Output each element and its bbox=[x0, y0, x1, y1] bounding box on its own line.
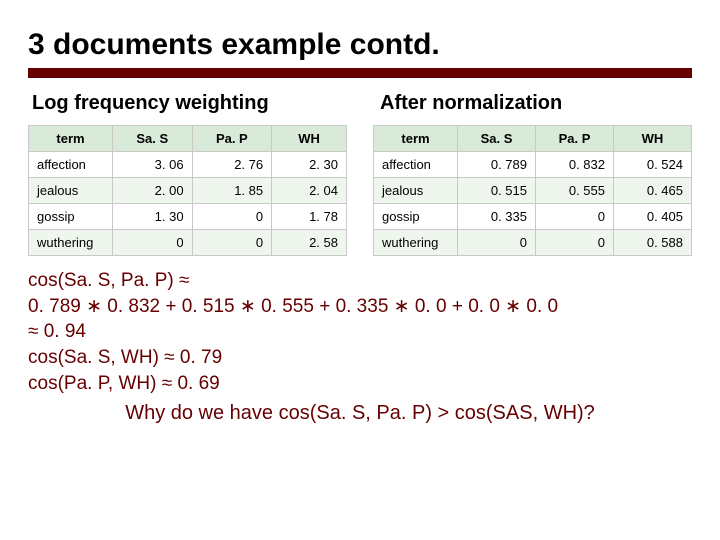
math-line: cos(Pa. P, WH) ≈ 0. 69 bbox=[28, 371, 692, 397]
subtitle-row: Log frequency weighting After normalizat… bbox=[28, 92, 692, 115]
cell-value: 0 bbox=[536, 230, 614, 256]
col-pap: Pa. P bbox=[536, 126, 614, 152]
cell-value: 0 bbox=[113, 230, 193, 256]
cell-value: 0. 515 bbox=[458, 178, 536, 204]
tables-row: term Sa. S Pa. P WH affection 3. 06 2. 7… bbox=[28, 125, 692, 256]
cell-term: jealous bbox=[29, 178, 113, 204]
table-row: gossip 1. 30 0 1. 78 bbox=[29, 204, 347, 230]
cell-term: affection bbox=[374, 152, 458, 178]
cell-value: 0. 832 bbox=[536, 152, 614, 178]
cell-value: 0. 335 bbox=[458, 204, 536, 230]
cell-term: wuthering bbox=[29, 230, 113, 256]
cell-value: 0 bbox=[536, 204, 614, 230]
cell-value: 2. 00 bbox=[113, 178, 193, 204]
cell-value: 0. 789 bbox=[458, 152, 536, 178]
cell-value: 0. 555 bbox=[536, 178, 614, 204]
table-log-freq: term Sa. S Pa. P WH affection 3. 06 2. 7… bbox=[28, 125, 347, 256]
subtitle-left: Log frequency weighting bbox=[28, 92, 350, 115]
cell-value: 2. 04 bbox=[272, 178, 347, 204]
table-row: wuthering 0 0 2. 58 bbox=[29, 230, 347, 256]
col-wh: WH bbox=[272, 126, 347, 152]
cell-term: gossip bbox=[29, 204, 113, 230]
cell-value: 0. 524 bbox=[614, 152, 692, 178]
cell-term: affection bbox=[29, 152, 113, 178]
math-line: ≈ 0. 94 bbox=[28, 319, 692, 345]
table-row: jealous 2. 00 1. 85 2. 04 bbox=[29, 178, 347, 204]
cell-value: 2. 58 bbox=[272, 230, 347, 256]
cell-term: gossip bbox=[374, 204, 458, 230]
col-term: term bbox=[374, 126, 458, 152]
question-line: Why do we have cos(Sa. S, Pa. P) > cos(S… bbox=[28, 402, 692, 425]
cell-value: 0 bbox=[192, 230, 272, 256]
table-row: wuthering 0 0 0. 588 bbox=[374, 230, 692, 256]
title-rule bbox=[28, 68, 692, 78]
cell-value: 2. 30 bbox=[272, 152, 347, 178]
cell-term: wuthering bbox=[374, 230, 458, 256]
table-row: jealous 0. 515 0. 555 0. 465 bbox=[374, 178, 692, 204]
math-line: cos(Sa. S, Pa. P) ≈ bbox=[28, 268, 692, 294]
col-term: term bbox=[29, 126, 113, 152]
col-sas: Sa. S bbox=[458, 126, 536, 152]
slide: 3 documents example contd. Log frequency… bbox=[0, 0, 720, 540]
cell-value: 2. 76 bbox=[192, 152, 272, 178]
table-row: affection 3. 06 2. 76 2. 30 bbox=[29, 152, 347, 178]
slide-title: 3 documents example contd. bbox=[28, 28, 692, 62]
cell-value: 0 bbox=[192, 204, 272, 230]
table-row: gossip 0. 335 0 0. 405 bbox=[374, 204, 692, 230]
col-sas: Sa. S bbox=[113, 126, 193, 152]
cell-value: 1. 78 bbox=[272, 204, 347, 230]
cell-value: 1. 30 bbox=[113, 204, 193, 230]
cell-value: 1. 85 bbox=[192, 178, 272, 204]
cell-value: 0 bbox=[458, 230, 536, 256]
cell-value: 0. 405 bbox=[614, 204, 692, 230]
cell-value: 3. 06 bbox=[113, 152, 193, 178]
table-row: affection 0. 789 0. 832 0. 524 bbox=[374, 152, 692, 178]
cell-term: jealous bbox=[374, 178, 458, 204]
col-wh: WH bbox=[614, 126, 692, 152]
col-pap: Pa. P bbox=[192, 126, 272, 152]
math-block: cos(Sa. S, Pa. P) ≈ 0. 789 ∗ 0. 832 + 0.… bbox=[28, 268, 692, 396]
cell-value: 0. 465 bbox=[614, 178, 692, 204]
subtitle-right: After normalization bbox=[376, 92, 692, 115]
math-line: 0. 789 ∗ 0. 832 + 0. 515 ∗ 0. 555 + 0. 3… bbox=[28, 294, 692, 320]
table-normalized: term Sa. S Pa. P WH affection 0. 789 0. … bbox=[373, 125, 692, 256]
cell-value: 0. 588 bbox=[614, 230, 692, 256]
math-line: cos(Sa. S, WH) ≈ 0. 79 bbox=[28, 345, 692, 371]
